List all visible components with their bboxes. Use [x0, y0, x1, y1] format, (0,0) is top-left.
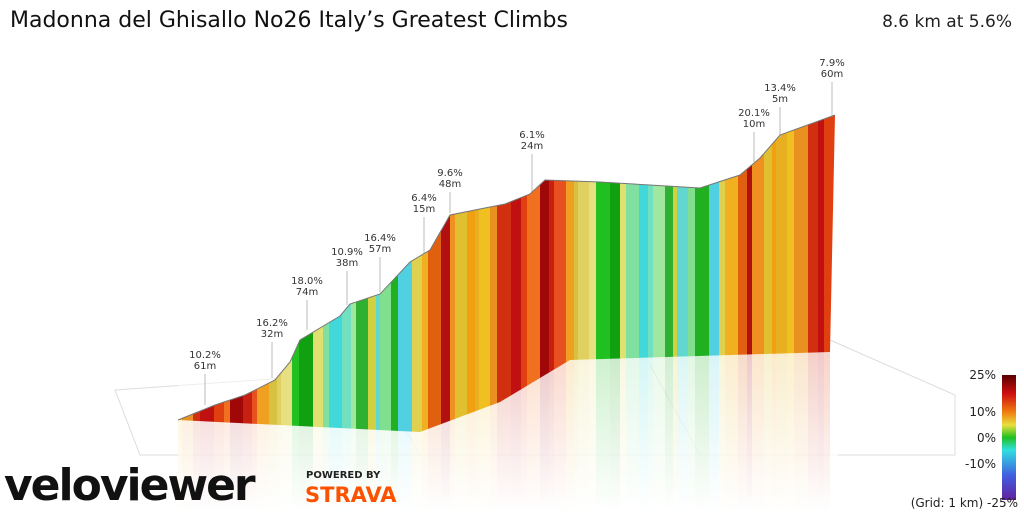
stripe [455, 115, 468, 432]
stripe [269, 115, 278, 432]
stripe [329, 115, 343, 432]
stripe [380, 115, 392, 432]
stripe [653, 115, 666, 432]
legend-label: 25% [969, 368, 996, 382]
length-label: 61m [194, 361, 216, 372]
stripe [764, 115, 773, 432]
powered-by: POWERED BY [306, 470, 381, 481]
stripe [648, 115, 654, 432]
gradient-label: 16.4% [364, 233, 396, 244]
stripe [412, 115, 423, 432]
stripe [479, 115, 491, 432]
legend-label: 10% [969, 405, 996, 419]
stripe [794, 115, 809, 432]
stripe [391, 115, 399, 432]
gradient-label: 16.2% [256, 318, 288, 329]
stripe [351, 115, 357, 432]
stripe [776, 115, 788, 432]
gradient-label: 6.1% [519, 130, 544, 141]
stripe [747, 115, 753, 432]
stripe [626, 115, 640, 432]
stripe [738, 115, 748, 432]
length-label: 5m [772, 94, 788, 105]
stripe [589, 115, 597, 432]
stripe [610, 115, 621, 432]
stripe [772, 115, 777, 432]
stripe [578, 115, 590, 432]
gradient-label: 13.4% [764, 83, 796, 94]
stripe [566, 115, 575, 432]
logo: veloviewer [4, 460, 256, 511]
stripe [818, 115, 825, 432]
gradient-label: 9.6% [437, 168, 462, 179]
length-label: 38m [336, 258, 358, 269]
stripe [368, 115, 377, 432]
stripe [677, 115, 689, 432]
length-label: 32m [261, 329, 283, 340]
length-label: 74m [296, 287, 318, 298]
stripe [688, 115, 696, 432]
stripe [490, 115, 498, 432]
stripe [554, 115, 567, 432]
stripe [596, 115, 611, 432]
stripe [277, 115, 282, 432]
stripe [441, 115, 451, 432]
stripe [475, 115, 480, 432]
stripe [808, 115, 819, 432]
stripe [787, 115, 795, 432]
stripe [709, 115, 720, 432]
stripe [257, 115, 270, 432]
legend-bar [1002, 375, 1016, 500]
gradient-label: 18.0% [291, 276, 323, 287]
stripe [639, 115, 649, 432]
stripe [824, 115, 835, 432]
gradient-label: 10.9% [331, 247, 363, 258]
gradient-label: 10.2% [189, 350, 221, 361]
annotations: 10.2%61m 16.2%32m 18.0%74m 10.9%38m 16.4%57m… [189, 58, 845, 405]
legend-label: 0% [977, 431, 996, 445]
stripe [398, 115, 413, 432]
stripe [422, 115, 429, 432]
stripe [428, 115, 442, 432]
title: Madonna del Ghisallo No26 Italy’s Greate… [10, 8, 568, 33]
legend-label: -10% [965, 457, 996, 471]
gradient-label: 20.1% [738, 108, 770, 119]
stripe [540, 115, 550, 432]
stripe [299, 115, 314, 432]
length-label: 48m [439, 179, 461, 190]
summary: 8.6 km at 5.6% [882, 12, 1012, 32]
strava: STRAVA [305, 483, 397, 507]
stripe [719, 115, 726, 432]
stripe [450, 115, 456, 432]
stripe [292, 115, 300, 432]
stripe [281, 115, 293, 432]
legend: 25% 10% 0% -10% [965, 368, 996, 471]
length-label: 24m [521, 141, 543, 152]
gradient-label: 6.4% [411, 193, 436, 204]
length-label: 60m [821, 69, 843, 80]
stripe [574, 115, 579, 432]
stripe [665, 115, 674, 432]
legend-footer: (Grid: 1 km) -25% [911, 496, 1018, 510]
stripe [342, 115, 352, 432]
gradient-label: 7.9% [819, 58, 844, 69]
stripe [356, 115, 369, 432]
stripe [313, 115, 324, 432]
stripe [549, 115, 555, 432]
stripe [323, 115, 330, 432]
length-label: 15m [413, 204, 435, 215]
stripe [725, 115, 739, 432]
stripe [511, 115, 522, 432]
length-label: 57m [369, 244, 391, 255]
stripe [752, 115, 765, 432]
stripe [695, 115, 710, 432]
stripe [673, 115, 678, 432]
stripe [467, 115, 476, 432]
stripe [497, 115, 512, 432]
stripe [521, 115, 528, 432]
profile-edge [177, 114, 836, 421]
length-label: 10m [743, 119, 765, 130]
stripe [620, 115, 627, 432]
